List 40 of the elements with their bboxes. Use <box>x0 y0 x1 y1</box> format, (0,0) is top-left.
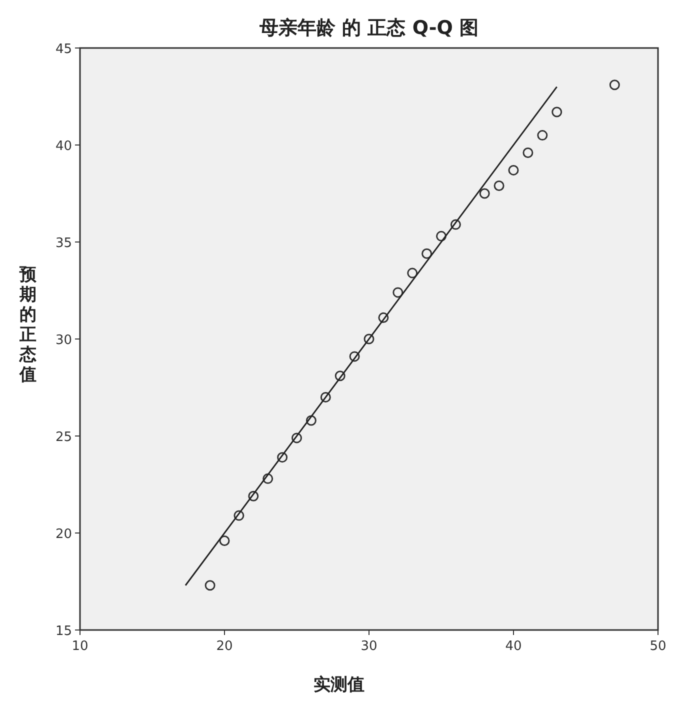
point <box>537 130 548 141</box>
point <box>320 392 331 402</box>
x-tick-label: 30 <box>360 639 378 654</box>
point <box>219 536 230 546</box>
point <box>262 473 274 484</box>
chart-title: 母亲年龄 的 正态 Q-Q 图 <box>258 17 479 39</box>
point <box>204 580 216 591</box>
point <box>552 106 562 118</box>
x-tick-label: 40 <box>505 639 522 654</box>
point <box>277 452 288 463</box>
point <box>378 312 389 323</box>
x-axis-title: 实测值 <box>314 675 364 695</box>
point <box>422 248 432 259</box>
point <box>436 230 446 242</box>
point <box>364 334 374 344</box>
point <box>522 148 534 158</box>
point <box>450 219 461 230</box>
point <box>306 415 316 426</box>
point <box>407 268 418 278</box>
point <box>234 510 244 521</box>
x-tick-label: 10 <box>72 639 88 654</box>
y-tick-label: 15 <box>55 624 72 639</box>
y-tick-label: 25 <box>55 430 72 445</box>
y-tick-label: 30 <box>55 333 72 348</box>
point <box>349 351 360 362</box>
point <box>479 188 490 199</box>
y-axis-title: 预期的正态值 <box>18 265 38 385</box>
point <box>392 287 404 298</box>
x-tick-label: 20 <box>216 639 233 654</box>
point <box>334 370 346 382</box>
point <box>494 180 504 191</box>
point <box>248 490 259 502</box>
y-tick-label: 20 <box>55 527 72 542</box>
x-tick-label: 50 <box>650 639 666 654</box>
y-tick-label: 45 <box>55 42 72 57</box>
y-tick-label: 40 <box>55 139 72 154</box>
point <box>292 432 302 444</box>
y-tick-label: 35 <box>55 236 72 251</box>
point <box>609 80 620 90</box>
point <box>508 164 519 176</box>
